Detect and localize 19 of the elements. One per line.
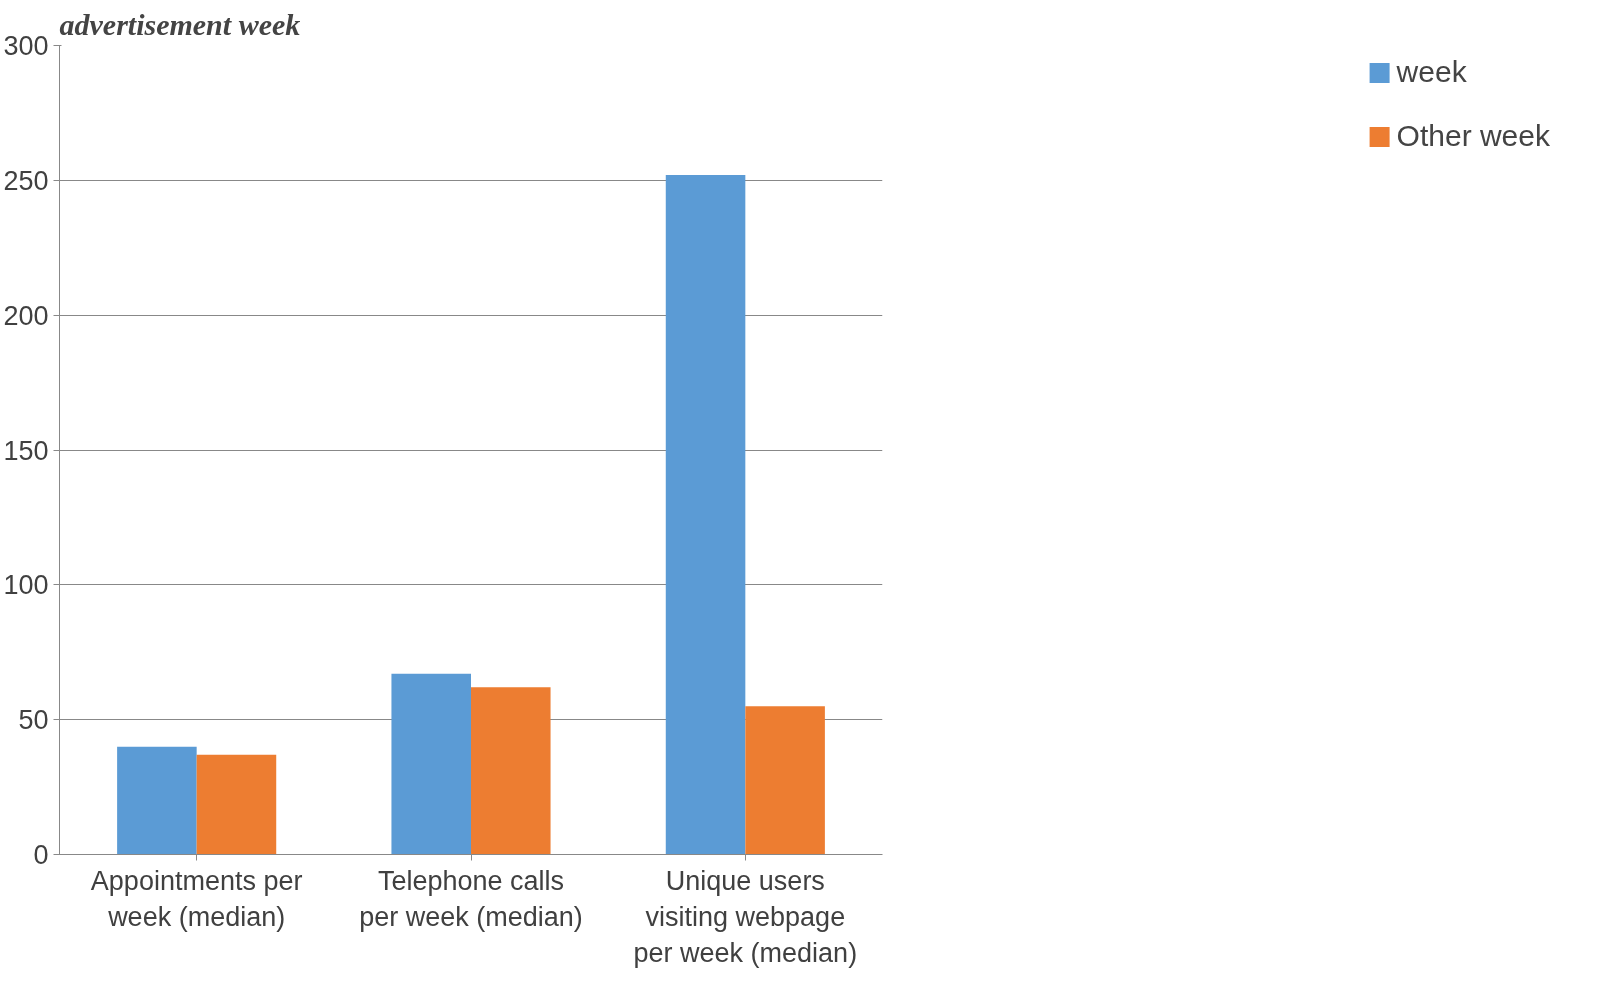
legend-label: week (1396, 55, 1467, 89)
y-tick-label: 250 (3, 165, 49, 196)
x-tick-label: Appointments per week (median) (90, 865, 303, 932)
x-tick-label: Unique users visiting webpage per week (median) (633, 865, 858, 968)
bar (391, 673, 471, 855)
x-tick-label: Telephone calls per week (median) (359, 865, 583, 932)
chart-title: advertisement week (59, 7, 301, 41)
bar (745, 706, 825, 855)
y-tick-label: 50 (18, 705, 49, 736)
y-tick-label: 100 (3, 570, 49, 601)
y-tick-label: 150 (3, 435, 49, 466)
bar (665, 174, 746, 855)
y-tick-label: 200 (3, 300, 49, 331)
bar (117, 746, 197, 855)
bar (196, 754, 277, 855)
y-tick-label: 0 (33, 840, 49, 870)
bar (471, 687, 551, 855)
y-tick-label: 300 (3, 31, 49, 61)
legend-label: Other week (1396, 119, 1550, 153)
